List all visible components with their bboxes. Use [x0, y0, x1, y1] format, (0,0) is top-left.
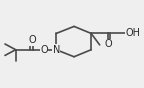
Text: OH: OH [125, 28, 140, 38]
Text: O: O [40, 45, 48, 55]
Text: N: N [53, 45, 60, 55]
Text: O: O [104, 39, 112, 49]
Text: O: O [29, 35, 37, 45]
